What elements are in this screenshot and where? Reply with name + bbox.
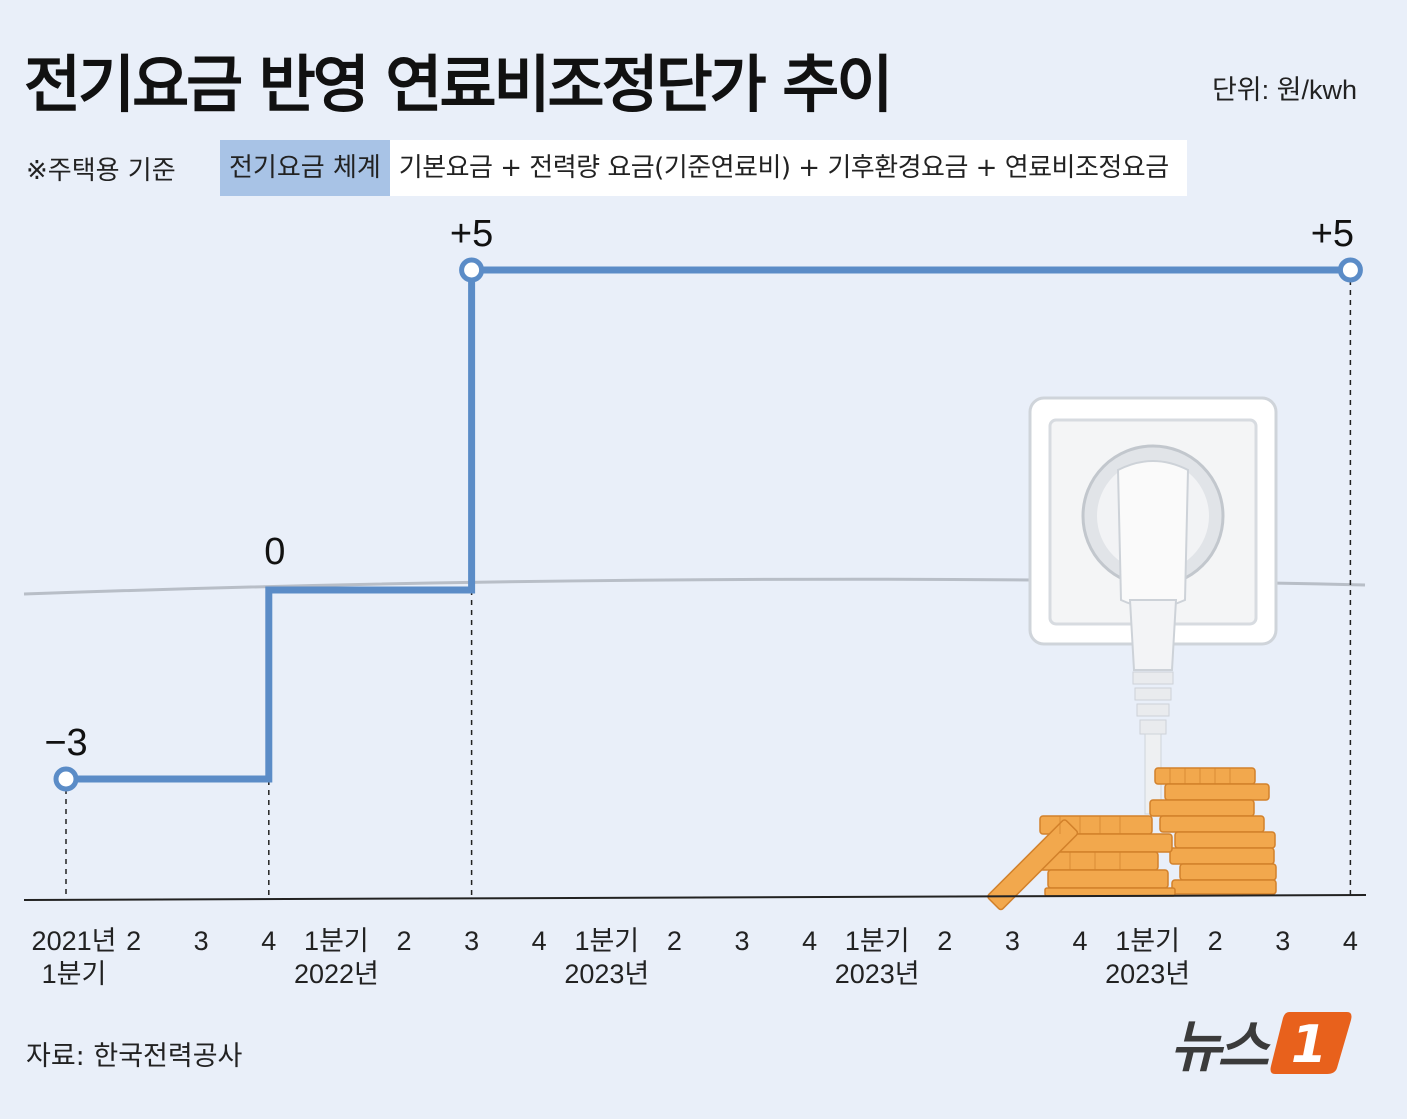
- formula-text: 기본요금 + 전력량 요금(기준연료비) + 기후환경요금 + 연료비조정요금: [389, 140, 1187, 196]
- data-point: [1337, 257, 1363, 283]
- x-tick-label: 4: [261, 926, 276, 956]
- x-tick-label: 4: [532, 926, 547, 956]
- x-tick-label: 4: [1072, 926, 1087, 956]
- plug-socket-illustration: [1028, 396, 1278, 815]
- unit-label: 단위: 원/kwh: [1211, 75, 1357, 105]
- x-tick-label: 3: [1005, 926, 1020, 956]
- series-line: [66, 266, 1351, 783]
- logo-text: 뉴스: [1170, 1015, 1269, 1080]
- x-tick-label: 2: [937, 926, 952, 956]
- x-tick-label: 2021년: [32, 926, 117, 956]
- x-tick-label: 3: [1275, 926, 1290, 956]
- data-label: +5: [1311, 213, 1354, 255]
- x-tick-sublabel: 1분기: [42, 959, 107, 989]
- x-tick-label: 3: [734, 926, 749, 956]
- x-tick-label: 4: [802, 926, 817, 956]
- x-axis-line: [23, 894, 1367, 901]
- data-point: [459, 257, 485, 283]
- logo-mark-digit: 1: [1291, 1015, 1327, 1075]
- formula-label: 전기요금 체계: [220, 140, 390, 196]
- x-tick-label: 2: [396, 926, 411, 956]
- chart-title: 전기요금 반영 연료비조정단가 추이: [24, 48, 893, 121]
- x-tick-label: 1분기: [574, 926, 639, 956]
- data-point: [53, 766, 79, 792]
- x-tick-sublabel: 2023년: [1105, 959, 1190, 989]
- coins-illustration: [987, 767, 1277, 911]
- x-tick-label: 3: [194, 926, 209, 956]
- news1-logo: 뉴스 1: [1170, 1002, 1353, 1083]
- source-label: 자료: 한국전력공사: [26, 1041, 243, 1072]
- x-tick-label: 4: [1343, 926, 1358, 956]
- x-tick-label: 3: [464, 926, 479, 956]
- x-tick-sublabel: 2022년: [294, 959, 379, 989]
- x-tick-label: 1분기: [304, 926, 369, 956]
- x-tick-label: 1분기: [1115, 926, 1180, 956]
- x-tick-label: 1분기: [845, 926, 910, 956]
- logo-mark-icon: 1: [1270, 1011, 1352, 1075]
- formula-box: 전기요금 체계 기본요금 + 전력량 요금(기준연료비) + 기후환경요금 + …: [220, 140, 1187, 196]
- x-tick-label: 2: [667, 926, 682, 956]
- data-label: 0: [264, 531, 285, 573]
- x-tick-sublabel: 2023년: [835, 959, 920, 989]
- x-tick-label: 2: [1208, 926, 1223, 956]
- x-tick-sublabel: 2023년: [564, 959, 649, 989]
- data-label: +5: [450, 213, 493, 255]
- x-tick-label: 2: [126, 926, 141, 956]
- note-label: ※주택용 기준: [26, 156, 176, 186]
- data-label: −3: [44, 722, 87, 764]
